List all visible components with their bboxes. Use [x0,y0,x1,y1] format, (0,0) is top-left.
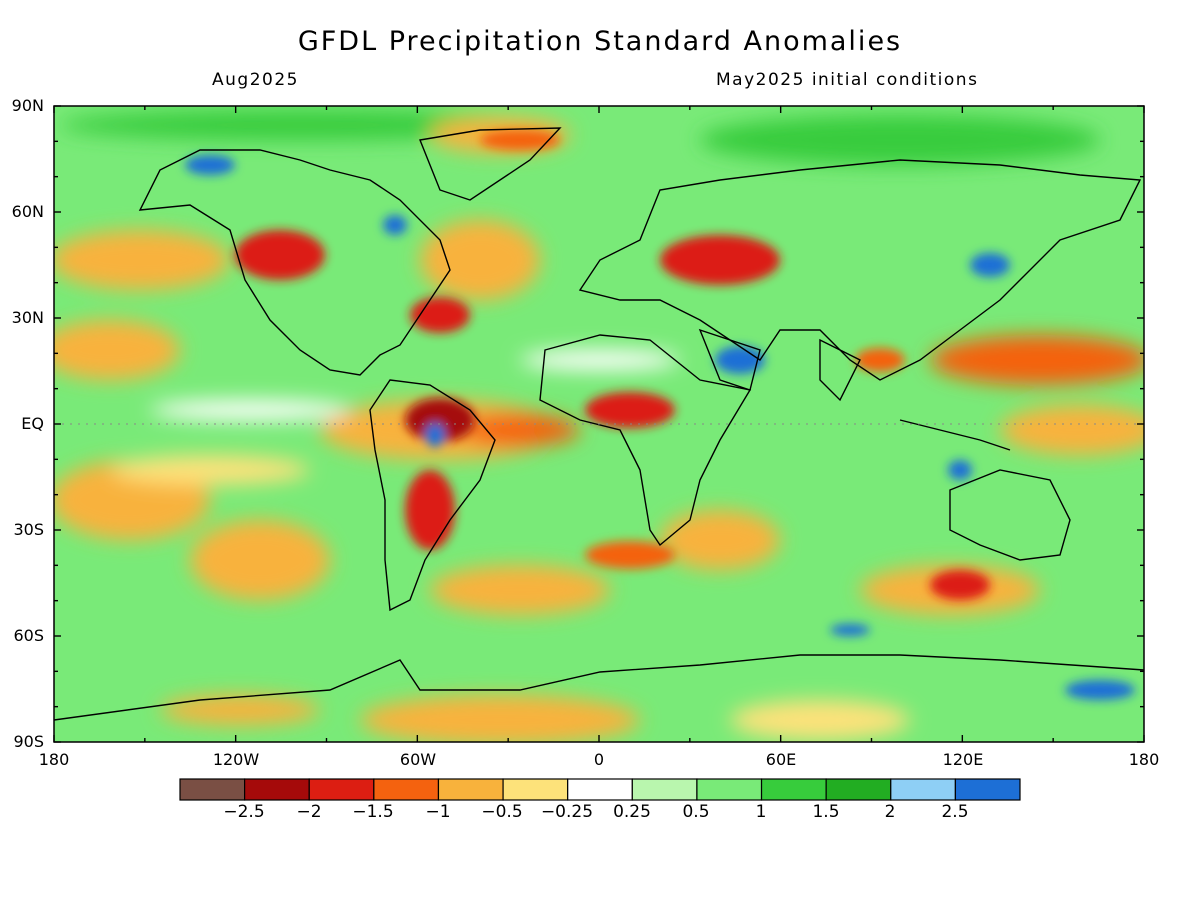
colorbar-swatch [567,778,633,801]
colorbar-swatch [760,778,827,801]
x-tick-label: 60W [399,750,437,769]
y-axis-ticks [54,105,1144,743]
colorbar-swatch [437,778,504,801]
y-tick-label: 90S [13,732,44,751]
colorbar-swatch [244,778,310,801]
coastlines [54,127,1144,721]
colorbar-swatch [890,778,956,801]
colorbar-label: 0.25 [613,802,651,822]
x-tick-label: 120E [942,750,984,769]
colorbar-label: −1.5 [352,802,394,822]
colorbar-label: 1 [755,802,767,822]
y-tick-label: 90N [11,96,44,115]
colorbar-label: 2 [884,802,896,822]
x-tick-label: 180 [38,750,70,769]
colorbar-swatch [696,778,763,801]
colorbar-swatch [954,778,1021,801]
y-tick-label: 30S [13,520,44,539]
colorbar-swatch [308,778,375,801]
colorbar [179,778,1021,801]
colorbar-swatch [631,778,698,801]
x-axis-ticks [53,106,1145,742]
anomaly-field [54,110,1144,742]
x-tick-label: 180 [1128,750,1160,769]
map-title: GFDL Precipitation Standard Anomalies [297,26,903,57]
valid-month-label: Aug2025 [212,70,299,90]
y-tick-label: EQ [21,414,44,433]
colorbar-swatch [502,778,569,801]
x-tick-label: 0 [593,750,605,769]
colorbar-label: −0.25 [540,802,594,822]
colorbar-label: 1.5 [812,802,840,822]
colorbar-swatch [825,778,892,801]
colorbar-label: −0.5 [481,802,523,822]
colorbar-label: −2.5 [223,802,265,822]
x-tick-label: 60E [765,750,797,769]
colorbar-label: −1 [425,802,451,822]
x-tick-label: 120W [212,750,260,769]
colorbar-swatch [373,778,440,801]
colorbar-label: 2.5 [941,802,969,822]
y-tick-label: 30N [11,308,44,327]
colorbar-swatch [179,778,246,801]
y-tick-label: 60N [11,202,44,221]
colorbar-label: 0.5 [682,802,710,822]
y-tick-label: 60S [13,626,44,645]
initial-conditions-label: May2025 initial conditions [716,70,979,90]
colorbar-label: −2 [296,802,322,822]
anomaly-cores [185,130,1135,700]
